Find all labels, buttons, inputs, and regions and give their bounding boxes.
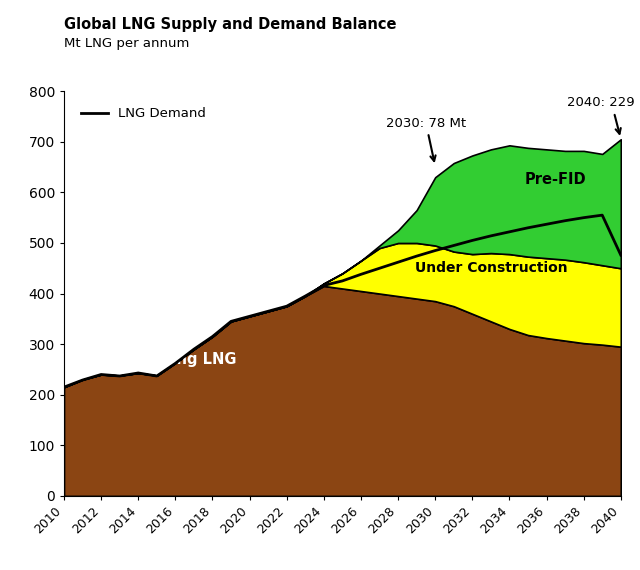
LNG Demand <box>561 217 569 224</box>
LNG Demand <box>543 221 550 227</box>
Text: 2030: 78 Mt: 2030: 78 Mt <box>386 117 466 161</box>
Text: Mt LNG per annum: Mt LNG per annum <box>64 37 189 50</box>
LNG Demand <box>301 292 309 299</box>
LNG Demand <box>172 360 179 367</box>
LNG Demand <box>190 346 198 353</box>
LNG Demand <box>413 253 420 259</box>
LNG Demand <box>394 259 402 266</box>
Text: Under Construction: Under Construction <box>415 261 567 275</box>
LNG Demand <box>506 229 513 235</box>
LNG Demand <box>357 271 365 278</box>
LNG Demand <box>227 318 235 325</box>
LNG Demand <box>264 308 272 315</box>
Legend: LNG Demand: LNG Demand <box>76 102 212 125</box>
LNG Demand <box>116 373 124 380</box>
LNG Demand <box>431 247 439 254</box>
LNG Demand <box>617 252 625 259</box>
LNG Demand <box>450 242 458 249</box>
Text: Global LNG Supply and Demand Balance: Global LNG Supply and Demand Balance <box>64 17 397 32</box>
LNG Demand <box>209 333 216 340</box>
LNG Demand <box>376 265 383 272</box>
LNG Demand <box>60 384 68 390</box>
LNG Demand <box>598 211 606 218</box>
LNG Demand <box>468 237 476 244</box>
LNG Demand <box>487 233 495 239</box>
Text: Pre-FID: Pre-FID <box>525 172 587 187</box>
LNG Demand <box>320 282 328 289</box>
Line: LNG Demand: LNG Demand <box>64 215 621 387</box>
LNG Demand <box>283 303 291 310</box>
LNG Demand <box>97 371 105 378</box>
LNG Demand <box>153 373 161 380</box>
Text: 2040: 229 Mt: 2040: 229 Mt <box>567 96 640 134</box>
LNG Demand <box>134 369 142 376</box>
LNG Demand <box>524 225 532 231</box>
LNG Demand <box>79 377 86 384</box>
LNG Demand <box>246 313 253 320</box>
Text: Producing LNG: Producing LNG <box>114 352 237 367</box>
LNG Demand <box>339 278 346 284</box>
LNG Demand <box>580 214 588 221</box>
